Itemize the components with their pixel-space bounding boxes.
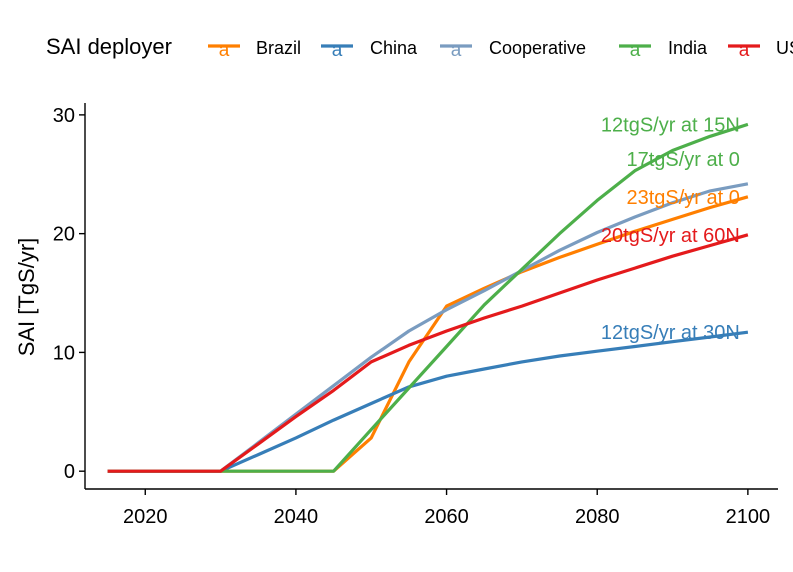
annotation-label: 12tgS/yr at 30N: [601, 322, 740, 344]
legend-label: India: [668, 38, 708, 58]
series-line-us: [107, 233, 749, 473]
y-tick-label: 0: [64, 461, 75, 483]
annotation-label: 12tgS/yr at 15N: [601, 114, 740, 136]
x-tick-label: 2080: [575, 506, 620, 528]
legend-item-cooperative: a Cooperative: [440, 38, 586, 61]
legend-items: a Brazil a China a Cooperative a India a US: [208, 38, 793, 61]
axes: 2020 2040 2060 2080 2100 0 10 20 30: [53, 103, 778, 528]
x-tick-label: 2100: [726, 506, 771, 528]
annotation-label: 20tgS/yr at 60N: [601, 225, 740, 247]
series-line-china: [107, 330, 749, 473]
legend-key-glyph: a: [451, 40, 462, 61]
legend-key-glyph: a: [332, 40, 343, 61]
y-tick-label: 20: [53, 224, 75, 246]
legend-key-glyph: a: [739, 40, 750, 61]
annotation-label: 17tgS/yr at 0: [626, 149, 739, 171]
legend-item-china: a China: [321, 38, 418, 61]
legend-label: Cooperative: [489, 38, 586, 58]
legend-key-glyph: a: [630, 40, 641, 61]
legend-key-glyph: a: [219, 40, 230, 61]
series-layer: [107, 122, 749, 473]
x-tick-label: 2060: [424, 506, 469, 528]
x-tick-label: 2020: [123, 506, 168, 528]
x-tick-label: 2040: [274, 506, 319, 528]
legend-item-india: a India: [619, 38, 708, 61]
series-line-india: [107, 122, 749, 473]
annotation-layer: 12tgS/yr at 15N 17tgS/yr at 0 23tgS/yr at …: [601, 114, 740, 344]
annotation-label: 23tgS/yr at 0: [626, 187, 739, 209]
legend-item-us: a US: [728, 38, 793, 61]
y-axis-label: SAI [TgS/yr]: [14, 238, 39, 357]
y-tick-label: 10: [53, 342, 75, 364]
plot-area: 12tgS/yr at 15N 17tgS/yr at 0 23tgS/yr at …: [53, 103, 778, 528]
legend-title: SAI deployer: [46, 34, 172, 59]
legend-label: Brazil: [256, 38, 301, 58]
y-tick-label: 30: [53, 105, 75, 127]
legend-item-brazil: a Brazil: [208, 38, 301, 61]
legend-label: China: [370, 38, 418, 58]
legend-label: US: [776, 38, 793, 58]
legend: SAI deployer a Brazil a China a Cooperative a I…: [46, 34, 793, 61]
